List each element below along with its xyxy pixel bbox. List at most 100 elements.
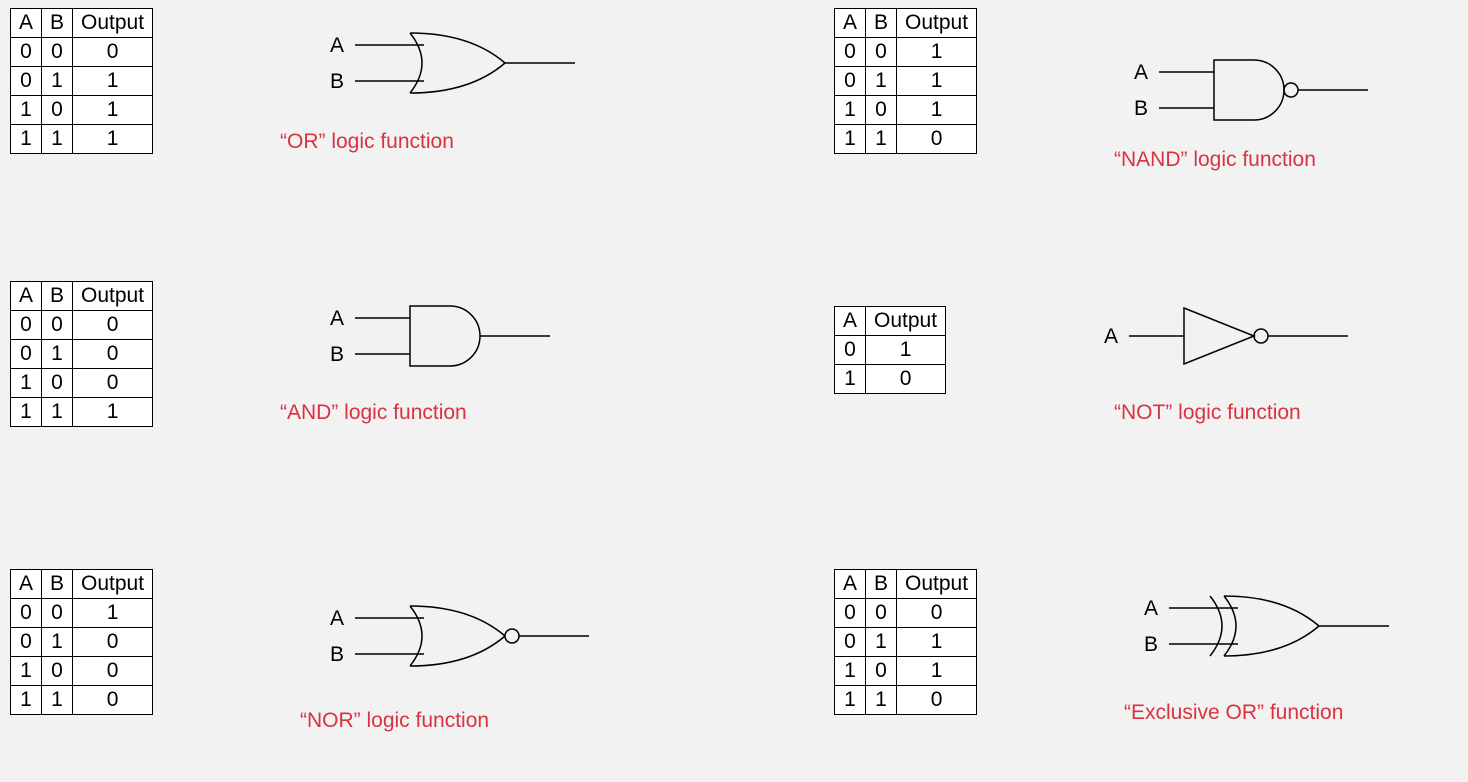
- or-gate-icon: AB: [320, 18, 610, 108]
- table-cell: 0: [73, 628, 153, 657]
- xor-input-a-label: A: [1144, 597, 1158, 620]
- table-row: 101: [11, 96, 153, 125]
- table-row: 010: [11, 339, 153, 368]
- not-truth-table: AOutput0110: [834, 306, 946, 394]
- table-cell: 1: [73, 67, 153, 96]
- or-col-2: Output: [73, 9, 153, 38]
- nor-truth-table: ABOutput001010100110: [10, 569, 153, 715]
- or-input-b-label: B: [330, 70, 344, 93]
- table-cell: 1: [11, 657, 42, 686]
- table-cell: 1: [11, 368, 42, 397]
- xor-input-b-label: B: [1144, 633, 1158, 656]
- table-cell: 0: [866, 599, 897, 628]
- table-cell: 0: [73, 339, 153, 368]
- not-gate-icon: A: [1094, 291, 1394, 381]
- table-cell: 1: [866, 67, 897, 96]
- table-cell: 1: [11, 125, 42, 154]
- table-row: 110: [835, 125, 977, 154]
- table-row: 100: [11, 368, 153, 397]
- table-cell: 1: [866, 628, 897, 657]
- table-row: 011: [835, 628, 977, 657]
- table-cell: 1: [835, 364, 866, 393]
- table-cell: 1: [866, 335, 946, 364]
- table-row: 000: [835, 599, 977, 628]
- table-cell: 1: [835, 657, 866, 686]
- nor-gate-icon: AB: [320, 591, 610, 681]
- not-col-0: A: [835, 306, 866, 335]
- table-cell: 1: [42, 397, 73, 426]
- table-cell: 0: [897, 125, 977, 154]
- xor-gate-icon: AB: [1134, 581, 1424, 671]
- table-cell: 0: [866, 38, 897, 67]
- table-cell: 0: [73, 310, 153, 339]
- xor-col-1: B: [866, 570, 897, 599]
- nand-input-b-label: B: [1134, 97, 1148, 120]
- table-cell: 1: [866, 125, 897, 154]
- table-cell: 1: [897, 657, 977, 686]
- table-cell: 1: [897, 67, 977, 96]
- and-caption: “AND” logic function: [280, 401, 467, 425]
- table-cell: 1: [42, 339, 73, 368]
- xor-caption: “Exclusive OR” function: [1124, 701, 1343, 725]
- table-cell: 0: [42, 310, 73, 339]
- nand-col-1: B: [866, 9, 897, 38]
- table-cell: 0: [42, 657, 73, 686]
- nand-gate-icon: AB: [1124, 45, 1414, 135]
- table-row: 001: [11, 599, 153, 628]
- table-row: 101: [835, 657, 977, 686]
- table-cell: 1: [73, 125, 153, 154]
- nor-col-1: B: [42, 570, 73, 599]
- table-cell: 0: [42, 96, 73, 125]
- table-row: 001: [835, 38, 977, 67]
- nand-input-a-label: A: [1134, 61, 1148, 84]
- table-cell: 0: [42, 38, 73, 67]
- not-caption: “NOT” logic function: [1114, 401, 1301, 425]
- nor-col-2: Output: [73, 570, 153, 599]
- and-truth-table: ABOutput000010100111: [10, 281, 153, 427]
- table-cell: 1: [11, 686, 42, 715]
- table-row: 011: [835, 67, 977, 96]
- table-cell: 1: [73, 397, 153, 426]
- table-cell: 1: [73, 96, 153, 125]
- table-row: 000: [11, 38, 153, 67]
- nand-panel: ABOutput001011101110AB“NAND” logic funct…: [734, 0, 1468, 261]
- table-cell: 0: [835, 335, 866, 364]
- table-row: 111: [11, 397, 153, 426]
- table-cell: 0: [897, 686, 977, 715]
- and-col-0: A: [11, 281, 42, 310]
- table-cell: 1: [835, 125, 866, 154]
- table-cell: 1: [835, 96, 866, 125]
- xor-col-0: A: [835, 570, 866, 599]
- xor-col-2: Output: [897, 570, 977, 599]
- xor-truth-table: ABOutput000011101110: [834, 569, 977, 715]
- xor-panel: ABOutput000011101110AB“Exclusive OR” fun…: [734, 521, 1468, 782]
- table-row: 110: [835, 686, 977, 715]
- table-cell: 1: [73, 599, 153, 628]
- table-cell: 0: [11, 599, 42, 628]
- nand-col-0: A: [835, 9, 866, 38]
- table-cell: 1: [42, 686, 73, 715]
- nor-caption: “NOR” logic function: [300, 709, 489, 733]
- table-cell: 0: [11, 38, 42, 67]
- or-panel: ABOutput000011101111AB“OR” logic functio…: [0, 0, 734, 261]
- or-caption: “OR” logic function: [280, 130, 454, 154]
- table-cell: 1: [866, 686, 897, 715]
- nand-truth-table: ABOutput001011101110: [834, 8, 977, 154]
- and-panel: ABOutput000010100111A B “AND” logic functi…: [0, 261, 734, 522]
- table-cell: 0: [73, 38, 153, 67]
- table-cell: 1: [42, 628, 73, 657]
- table-row: 010: [11, 628, 153, 657]
- table-row: 011: [11, 67, 153, 96]
- table-cell: 1: [835, 686, 866, 715]
- table-row: 101: [835, 96, 977, 125]
- table-cell: 0: [866, 657, 897, 686]
- nor-panel: ABOutput001010100110AB“NOR” logic functi…: [0, 521, 734, 782]
- and-input-b-label: B: [330, 343, 344, 366]
- table-cell: 0: [42, 368, 73, 397]
- table-row: 01: [835, 335, 946, 364]
- nor-col-0: A: [11, 570, 42, 599]
- nor-input-a-label: A: [330, 607, 344, 630]
- table-cell: 0: [11, 67, 42, 96]
- not-input-a-label: A: [1104, 325, 1118, 348]
- not-panel: AOutput0110A“NOT” logic function: [734, 261, 1468, 522]
